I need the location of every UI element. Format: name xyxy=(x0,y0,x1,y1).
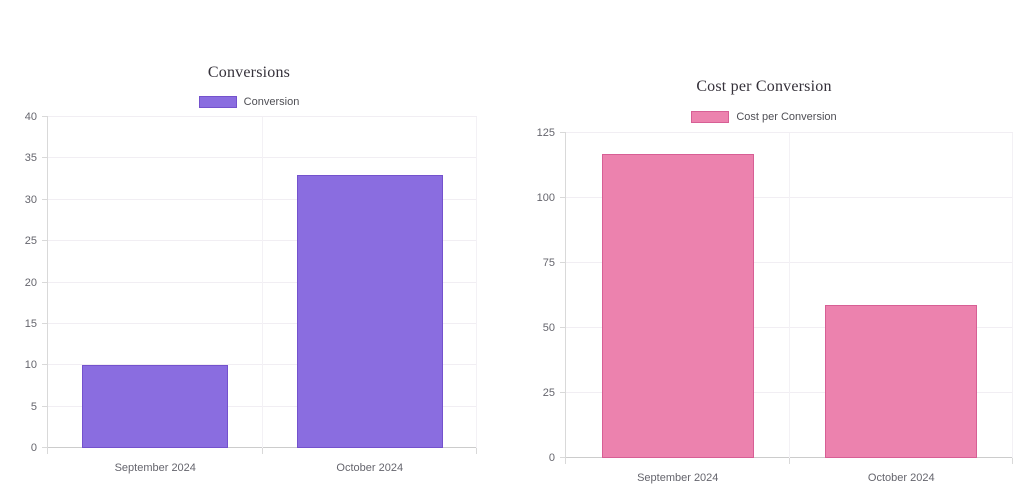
plot-area: 0 25 50 75 100 125 September 2024 October 2024 xyxy=(537,127,1013,484)
y-gridline xyxy=(48,116,477,117)
x-tick-mark xyxy=(47,448,48,454)
y-axis-tick-label: 20 xyxy=(24,276,37,289)
y-gridline xyxy=(48,240,477,242)
x-axis-label: September 2024 xyxy=(114,462,196,474)
x-tick-mark xyxy=(476,448,477,454)
legend-label: Cost per Conversion xyxy=(736,111,837,123)
y-tick-mark xyxy=(42,281,48,283)
y-tick-mark xyxy=(42,116,48,117)
x-axis-label: October 2024 xyxy=(867,472,935,484)
y-gridline xyxy=(566,132,1013,133)
y-gridline xyxy=(48,447,477,448)
x-tick-mark xyxy=(261,448,263,454)
y-tick-mark xyxy=(42,240,48,242)
y-gridline xyxy=(48,322,477,324)
y-tick-mark xyxy=(560,197,566,198)
y-tick-mark xyxy=(560,327,566,328)
y-axis-tick-label: 75 xyxy=(542,257,555,269)
y-axis-tick-label: 15 xyxy=(24,317,37,330)
bar-october-2024[interactable] xyxy=(825,304,978,458)
bar-september-2024[interactable] xyxy=(82,365,229,448)
legend-swatch xyxy=(198,96,237,108)
y-axis-tick-label: 5 xyxy=(30,400,37,413)
y-gridline xyxy=(48,198,477,200)
y-axis-tick-label: 35 xyxy=(24,152,37,165)
chart-title: Cost per Conversion xyxy=(696,78,832,95)
y-axis-tick-label: 50 xyxy=(542,322,555,334)
y-tick-mark xyxy=(42,405,48,407)
legend-item-cost-per-conversion[interactable]: Cost per Conversion xyxy=(514,111,1014,123)
y-gridline xyxy=(566,327,1013,328)
y-gridline xyxy=(48,405,477,407)
y-tick-mark xyxy=(42,322,48,324)
chart-title: Conversions xyxy=(207,64,291,81)
y-gridline xyxy=(48,157,477,159)
x-gridline xyxy=(261,117,263,448)
x-gridline xyxy=(1012,133,1013,458)
y-axis-tick-label: 100 xyxy=(536,192,555,204)
x-axis-label: September 2024 xyxy=(637,472,719,484)
y-gridline xyxy=(566,457,1013,458)
legend-item-conversion[interactable]: Conversion xyxy=(8,96,490,108)
y-gridline xyxy=(566,392,1013,393)
y-axis-tick-label: 0 xyxy=(548,452,555,464)
y-gridline xyxy=(48,281,477,283)
cost-per-conversion-chart: Cost per Conversion Cost per Conversion … xyxy=(514,70,1014,487)
y-axis-tick-label: 10 xyxy=(24,359,37,372)
y-tick-mark xyxy=(42,364,48,366)
legend-swatch xyxy=(691,111,730,123)
y-gridline xyxy=(566,262,1013,263)
y-axis-tick-label: 40 xyxy=(24,111,37,123)
x-gridline xyxy=(788,133,790,458)
y-tick-mark xyxy=(42,447,48,448)
plot-area: 0 5 10 15 20 25 30 35 40 September 2024 October 20… xyxy=(25,111,477,474)
x-tick-mark xyxy=(565,458,566,464)
y-gridline xyxy=(566,197,1013,198)
x-axis-label: October 2024 xyxy=(336,462,404,474)
bar-october-2024[interactable] xyxy=(296,174,443,448)
x-gridline xyxy=(476,117,477,448)
y-tick-mark xyxy=(560,132,566,133)
y-tick-mark xyxy=(42,198,48,200)
y-gridline xyxy=(48,364,477,366)
y-axis-tick-label: 125 xyxy=(536,127,555,139)
y-axis-tick-label: 25 xyxy=(542,387,555,399)
bar-september-2024[interactable] xyxy=(601,153,754,458)
y-axis-tick-label: 0 xyxy=(30,442,37,454)
y-tick-mark xyxy=(42,157,48,159)
legend-label: Conversion xyxy=(243,96,300,108)
y-axis-tick-label: 30 xyxy=(24,193,37,206)
y-tick-mark xyxy=(560,392,566,393)
conversions-chart: Conversions Conversion 0 5 10 15 20 25 30 35 40 S… xyxy=(8,58,490,487)
y-tick-mark xyxy=(560,262,566,263)
y-tick-mark xyxy=(560,457,566,458)
x-tick-mark xyxy=(788,458,790,464)
y-axis-tick-label: 25 xyxy=(24,235,37,248)
x-tick-mark xyxy=(1012,458,1013,464)
